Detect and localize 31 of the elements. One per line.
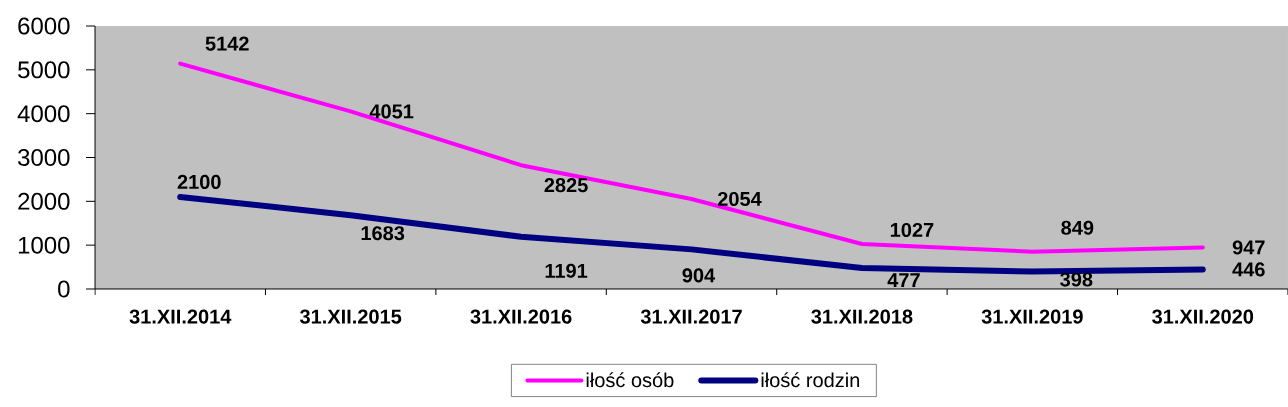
y-tick-label: 5000 xyxy=(18,61,70,79)
data-label: 477 xyxy=(887,273,920,287)
data-label: 4051 xyxy=(369,104,414,119)
x-tick-label: 31.XII.2018 xyxy=(811,309,913,324)
data-label: 2054 xyxy=(717,191,762,207)
y-tick-label: 4000 xyxy=(17,105,70,123)
data-label: 849 xyxy=(1061,220,1094,235)
x-tick-label: 31.XII.2019 xyxy=(981,309,1083,324)
y-tick-label: 2000 xyxy=(18,192,70,210)
data-label: 2825 xyxy=(544,178,588,193)
x-tick-label: 31.XII.2016 xyxy=(470,309,572,324)
data-label: 1683 xyxy=(361,226,405,241)
y-tick-label: 1000 xyxy=(18,236,70,254)
line-series xyxy=(178,61,1205,254)
y-tick-label: 0 xyxy=(58,280,70,298)
x-tick-label: 31.XII.2015 xyxy=(299,309,402,324)
data-label: 1191 xyxy=(545,263,588,278)
data-label: 2100 xyxy=(177,174,221,190)
data-label: 904 xyxy=(682,268,716,283)
data-label: 1027 xyxy=(890,222,934,238)
y-tick-label: 6000 xyxy=(18,17,70,35)
legend-label: iłość rodzin xyxy=(761,372,860,388)
y-tick-label: 3000 xyxy=(18,149,70,166)
x-tick-label: 31.XII.2017 xyxy=(640,309,742,324)
data-label: 947 xyxy=(1232,240,1265,255)
x-tick-label: 31.XII.2020 xyxy=(1152,309,1254,324)
data-label: 398 xyxy=(1060,272,1093,287)
x-tick-label: 31.XII.2014 xyxy=(129,309,232,324)
legend-label: iłość osób xyxy=(586,372,674,388)
data-label: 5142 xyxy=(205,36,249,51)
data-label: 446 xyxy=(1232,262,1265,277)
